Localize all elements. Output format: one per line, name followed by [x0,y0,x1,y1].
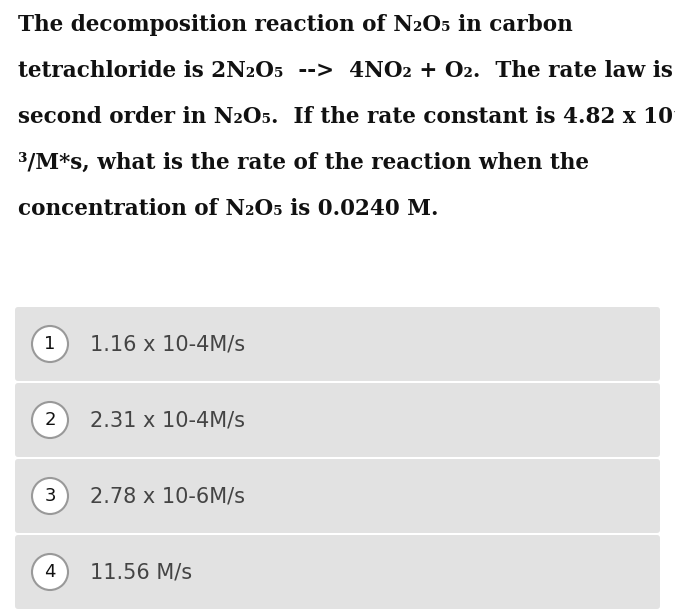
Circle shape [32,402,68,438]
Text: 1: 1 [45,335,55,353]
Text: 1.16 x 10-4M/s: 1.16 x 10-4M/s [90,334,245,354]
Text: 2: 2 [45,411,56,429]
Text: second order in N₂O₅.  If the rate constant is 4.82 x 10⁻: second order in N₂O₅. If the rate consta… [18,106,675,128]
Circle shape [32,554,68,590]
Text: tetrachloride is 2N₂O₅  -->  4NO₂ + O₂.  The rate law is: tetrachloride is 2N₂O₅ --> 4NO₂ + O₂. Th… [18,60,673,82]
Text: The decomposition reaction of N₂O₅ in carbon: The decomposition reaction of N₂O₅ in ca… [18,14,573,36]
Text: ³/M*s, what is the rate of the reaction when the: ³/M*s, what is the rate of the reaction … [18,152,589,174]
Text: 11.56 M/s: 11.56 M/s [90,562,192,582]
Circle shape [32,478,68,514]
FancyBboxPatch shape [15,459,660,533]
Text: 2.31 x 10-4M/s: 2.31 x 10-4M/s [90,410,245,430]
Text: 2.78 x 10-6M/s: 2.78 x 10-6M/s [90,486,245,506]
Circle shape [32,326,68,362]
FancyBboxPatch shape [15,383,660,457]
Text: 4: 4 [45,563,56,581]
Text: 3: 3 [45,487,56,505]
Text: concentration of N₂O₅ is 0.0240 M.: concentration of N₂O₅ is 0.0240 M. [18,198,439,220]
FancyBboxPatch shape [15,535,660,609]
FancyBboxPatch shape [15,307,660,381]
